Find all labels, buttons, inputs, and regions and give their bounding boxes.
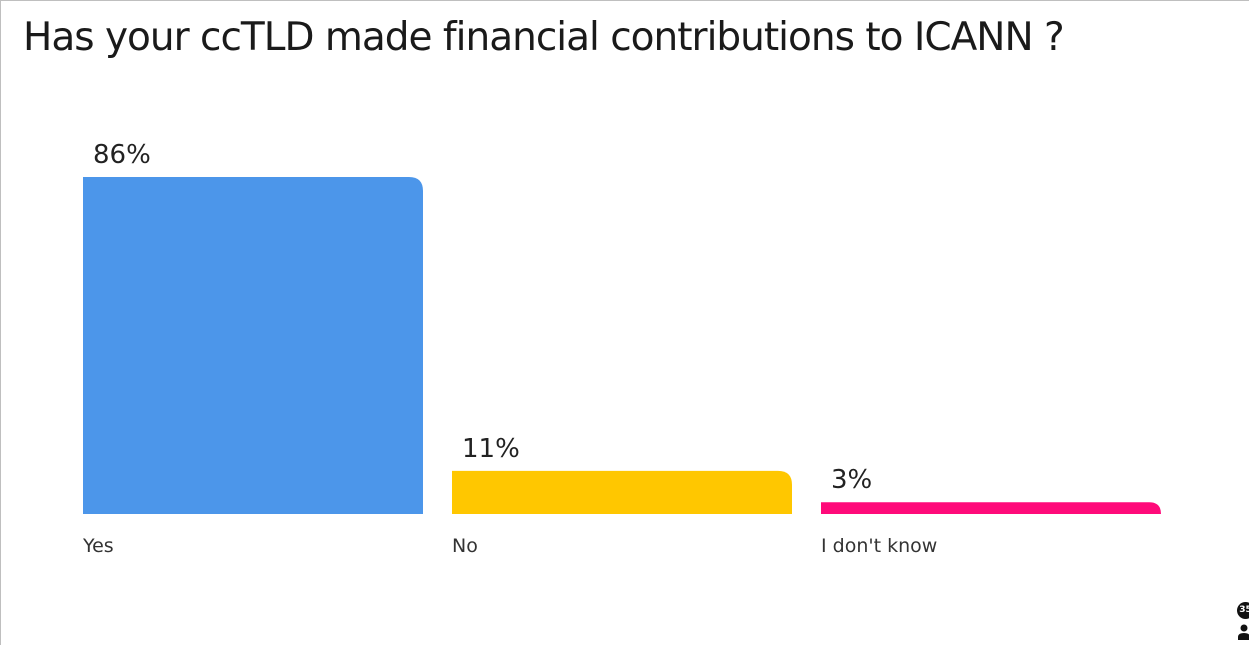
category-label-yes: Yes — [82, 535, 114, 557]
person-icon — [1238, 624, 1249, 640]
chart-title: Has your ccTLD made financial contributi… — [23, 15, 1065, 60]
category-label-no: No — [452, 535, 478, 557]
value-label-yes: 86% — [93, 140, 151, 170]
category-label-dont-know: I don't know — [821, 535, 937, 557]
participant-count-badge: 35 — [1237, 602, 1249, 619]
participant-counter: 35 — [1236, 602, 1249, 646]
bar-yes — [83, 177, 423, 514]
value-label-no: 11% — [462, 434, 520, 464]
value-label-dont-know: 3% — [831, 465, 872, 495]
bar-dont-know — [821, 502, 1161, 514]
bar-no — [452, 470, 792, 514]
